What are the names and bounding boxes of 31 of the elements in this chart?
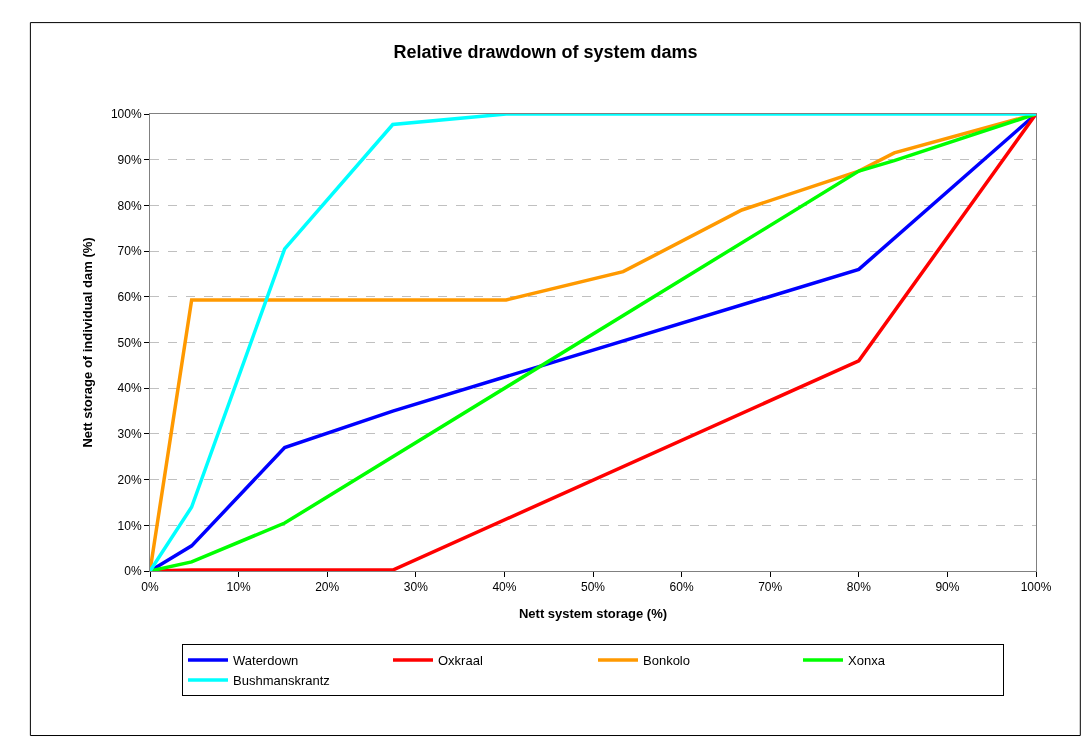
x-tick-label: 0% <box>141 580 159 595</box>
y-tick-label: 40% <box>117 381 142 396</box>
x-tick-label: 100% <box>1020 580 1052 595</box>
x-tick-label: 30% <box>403 580 429 595</box>
x-tick-label: 50% <box>580 580 606 595</box>
y-tick-label: 80% <box>117 198 142 213</box>
legend-label: Bushmanskrantz <box>233 673 330 689</box>
x-tick-label: 40% <box>492 580 517 595</box>
y-tick-label: 90% <box>117 152 142 167</box>
x-tick-label: 10% <box>226 580 251 595</box>
legend-label: Waterdown <box>233 653 299 669</box>
x-tick-label: 80% <box>846 580 872 595</box>
line-series <box>150 114 1036 571</box>
y-tick-label: 20% <box>117 472 142 487</box>
x-tick-label: 70% <box>758 580 783 595</box>
y-tick-label: 0% <box>124 564 142 579</box>
x-tick-label: 90% <box>935 580 960 595</box>
y-tick-label: 10% <box>117 518 142 533</box>
y-axis-title: Nett storage of individual dam (%) <box>79 237 95 448</box>
y-tick-label: 50% <box>117 335 142 350</box>
x-tick-label: 20% <box>315 580 340 595</box>
y-tick-label: 70% <box>117 244 142 259</box>
legend-label: Bonkolo <box>643 653 690 669</box>
legend-label: Oxkraal <box>438 653 483 669</box>
x-tick-label: 60% <box>669 580 694 595</box>
y-tick-label: 60% <box>117 290 142 304</box>
x-axis-title: Nett system storage (%) <box>518 606 668 621</box>
chart-title: Relative drawdown of system dams <box>393 42 698 63</box>
legend-label: Xonxa <box>848 653 886 669</box>
y-tick-label: 100% <box>110 107 142 122</box>
y-tick-label: 30% <box>117 427 142 442</box>
